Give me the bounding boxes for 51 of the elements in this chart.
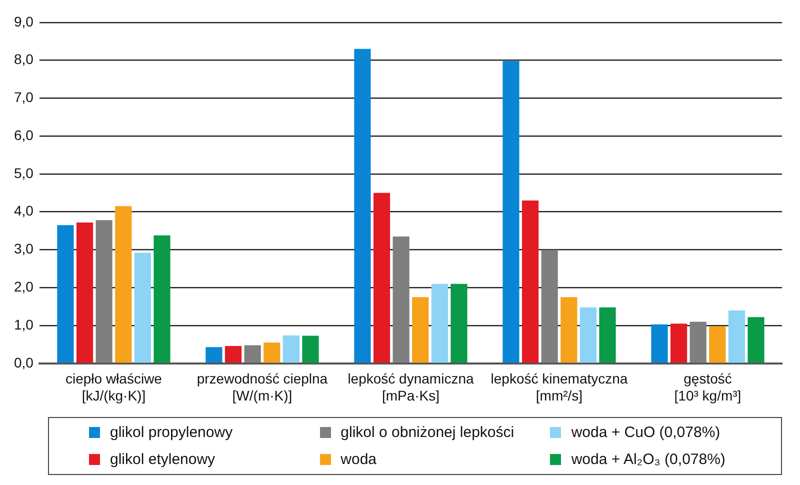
bar xyxy=(302,336,319,363)
bar xyxy=(134,252,151,363)
bar xyxy=(502,61,520,363)
y-tick-label: 6,0 xyxy=(14,126,34,143)
y-tick-label: 9,0 xyxy=(14,13,34,30)
bar xyxy=(282,335,300,363)
bar xyxy=(748,317,764,363)
legend-label: woda + CuO (0,078%) xyxy=(571,424,720,441)
bar xyxy=(580,307,596,363)
bar xyxy=(96,220,112,363)
bar xyxy=(354,48,371,363)
bar xyxy=(709,326,726,363)
y-tick-label: 4,0 xyxy=(14,202,34,219)
bar xyxy=(450,284,468,363)
bar xyxy=(57,225,74,363)
bar xyxy=(728,310,746,363)
bar xyxy=(224,346,242,363)
x-tick-label: gęstość [10³ kg/m³] xyxy=(674,370,742,404)
legend-label: woda + Al₂O₃ (0,078%) xyxy=(571,451,726,468)
bar xyxy=(412,297,429,363)
y-tick-label: 3,0 xyxy=(14,240,34,257)
legend-label: glikol o obniżonej lepkości xyxy=(340,424,514,441)
y-tick-label: 2,0 xyxy=(14,278,34,294)
bar xyxy=(670,324,688,363)
y-tick-label: 1,0 xyxy=(14,316,34,332)
bar xyxy=(392,236,410,363)
bar xyxy=(541,250,558,363)
x-tick-label: lepkość dynamiczna [mPa·Ks] xyxy=(348,370,474,404)
bar xyxy=(560,297,578,363)
bar xyxy=(244,345,261,363)
bar xyxy=(115,206,132,363)
bar xyxy=(431,284,448,363)
legend-label: glikol propylenowy xyxy=(110,424,233,441)
bar xyxy=(690,322,706,363)
bar xyxy=(264,342,280,363)
y-tick-label: 5,0 xyxy=(14,164,34,181)
y-tick-label: 7,0 xyxy=(14,89,34,106)
bar xyxy=(522,200,539,363)
bar xyxy=(651,324,668,363)
x-tick-label: ciepło właściwe [kJ/(kg·K)] xyxy=(65,370,162,404)
y-tick-label: 0,0 xyxy=(14,354,34,370)
x-tick-label: lepkość kinematyczna [mm²/s] xyxy=(490,370,628,404)
bar xyxy=(154,235,170,363)
bar xyxy=(206,347,222,363)
bar xyxy=(373,192,390,363)
x-tick-label: przewodność cieplna [W/(m·K)] xyxy=(196,370,328,404)
legend-label: woda xyxy=(340,451,377,468)
bar xyxy=(599,307,616,363)
y-tick-label: 8,0 xyxy=(14,51,34,68)
bar xyxy=(76,222,94,363)
legend-label: glikol etylenowy xyxy=(110,451,216,468)
